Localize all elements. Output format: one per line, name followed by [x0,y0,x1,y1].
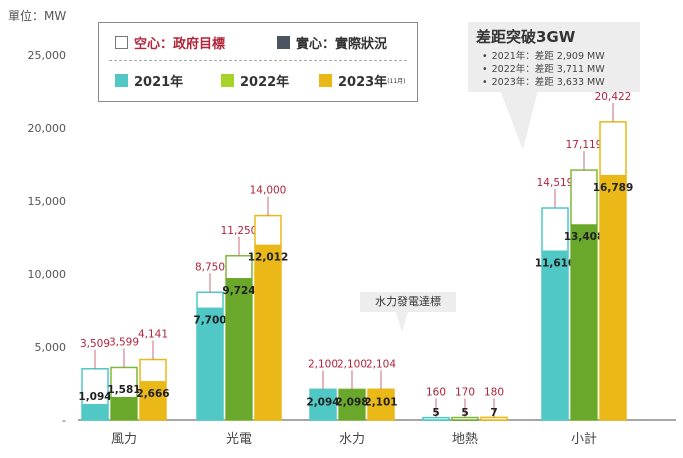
actual-value-label: 7 [490,407,497,419]
swatch-2022-icon [221,74,234,87]
target-value-label: 14,519 [537,177,574,189]
target-value-label: 20,422 [595,91,632,103]
legend-divider [109,60,407,61]
legend-item-2022: 2022年 [221,71,289,90]
actual-bar [481,419,507,421]
target-value-label: 2,100 [337,358,367,370]
actual-bar [423,419,449,421]
target-value-label: 4,141 [138,329,168,341]
actual-value-label: 7,700 [193,315,226,327]
legend-item-2023: 2023年 (11月) [319,71,406,90]
category-label: 光電 [226,432,252,447]
hollow-swatch-icon [115,36,128,49]
y-tick-label: 20,000 [28,122,67,135]
actual-value-label: 5 [432,407,439,419]
target-value-label: 160 [426,387,446,399]
legend-target-label: 空心：政府目標 [134,37,226,52]
actual-bar [542,250,568,420]
target-value-label: 3,599 [109,336,139,348]
actual-value-label: 13,408 [564,231,605,243]
target-value-label: 2,100 [308,358,338,370]
solid-swatch-icon [277,36,290,49]
y-tick-label: 10,000 [28,268,67,281]
legend-actual-label: 實心：實際狀況 [296,37,388,52]
actual-bar [600,174,626,420]
legend-2021-label: 2021年 [134,75,184,90]
target-value-label: 8,750 [195,261,225,273]
legend-2022-label: 2022年 [240,75,290,90]
actual-bar [339,389,365,420]
actual-value-label: 2,666 [136,388,169,400]
callout-title: 差距突破3GW [476,28,576,46]
category-label: 小計 [571,431,597,447]
actual-bar [310,389,336,420]
actual-value-label: 2,098 [335,396,368,408]
swatch-2023-icon [319,74,332,87]
actual-value-label: 2,101 [364,396,397,408]
category-label: 風力 [111,432,137,447]
target-value-label: 180 [484,386,504,398]
unit-label: 單位：MW [8,8,66,23]
target-value-label: 11,250 [221,225,258,237]
legend-item-actual: 實心：實際狀況 [277,33,387,52]
note-pointer [396,312,408,332]
legend-2023-note: (11月) [387,78,406,85]
actual-value-label: 16,789 [593,182,634,194]
actual-bar [197,307,223,420]
callout-line: 2022年：差距 3,711 MW [482,63,605,76]
callout-line: 2023年：差距 3,633 MW [482,76,605,89]
actual-value-label: 1,581 [107,384,140,396]
target-value-label: 2,104 [366,358,396,370]
actual-bar [140,381,166,420]
actual-bar [452,419,478,421]
legend-item-target: 空心：政府目標 [115,33,225,52]
actual-value-label: 1,094 [78,391,111,403]
actual-value-label: 5 [461,407,468,419]
legend-2023-label: 2023年 [338,75,388,90]
callout-list: 2021年：差距 2,909 MW 2022年：差距 3,711 MW 2023… [468,50,605,89]
gap-callout: 差距突破3GW 2021年：差距 2,909 MW 2022年：差距 3,711… [468,22,640,92]
legend-item-2021: 2021年 [115,71,183,90]
actual-bar [226,278,252,420]
target-value-label: 14,000 [250,185,287,197]
actual-bar [571,224,597,420]
actual-bar [82,404,108,420]
target-value-label: 17,119 [566,139,603,151]
callout-line: 2021年：差距 2,909 MW [482,50,605,63]
y-tick-label: - [62,414,66,427]
actual-value-label: 9,724 [222,285,255,297]
actual-bar [255,244,281,420]
actual-bar [111,396,137,420]
hydro-note: 水力發電達標 [360,292,456,312]
swatch-2021-icon [115,74,128,87]
category-label: 地熱 [452,432,478,447]
legend: 空心：政府目標 實心：實際狀況 2021年 2022年 2023年 (11月) [98,22,418,102]
y-tick-label: 15,000 [28,195,67,208]
target-value-label: 170 [455,387,475,399]
actual-value-label: 2,094 [306,396,339,408]
actual-value-label: 11,610 [535,257,576,269]
y-tick-label: 5,000 [35,341,67,354]
category-label: 水力 [339,432,365,447]
actual-bar [368,389,394,420]
y-tick-label: 25,000 [28,49,67,62]
actual-value-label: 12,012 [248,252,289,264]
target-value-label: 3,509 [80,338,110,350]
